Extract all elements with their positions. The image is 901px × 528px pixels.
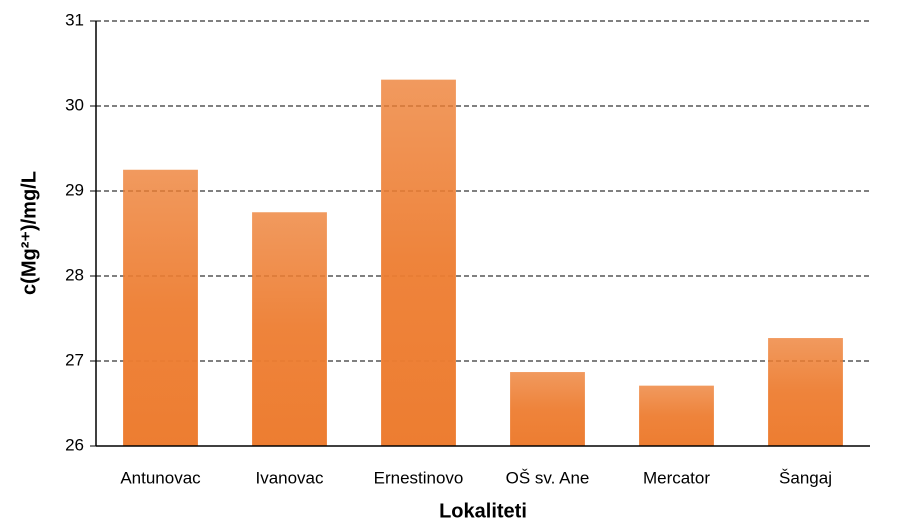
bar [381, 79, 456, 447]
y-tick-label: 29 [65, 180, 84, 199]
y-axis-title: c(Mg²⁺)/mg/L [18, 171, 40, 295]
y-tick-label: 28 [65, 265, 84, 284]
x-tick-label: Antunovac [120, 468, 201, 487]
y-tick-label: 31 [65, 10, 84, 29]
bar [123, 169, 198, 446]
y-tick-label: 27 [65, 350, 84, 369]
y-tick-label: 26 [65, 435, 84, 454]
x-tick-label: Šangaj [779, 468, 832, 487]
x-tick-label: Ernestinovo [374, 468, 464, 487]
x-axis-title: Lokaliteti [439, 500, 527, 522]
x-tick-label: OŠ sv. Ane [506, 468, 590, 487]
bar [510, 372, 585, 446]
y-tick-label: 30 [65, 95, 84, 114]
bar [252, 212, 327, 446]
bar [768, 338, 843, 446]
x-tick-label: Ivanovac [255, 468, 324, 487]
bar [639, 385, 714, 446]
x-tick-label: Mercator [643, 468, 710, 487]
